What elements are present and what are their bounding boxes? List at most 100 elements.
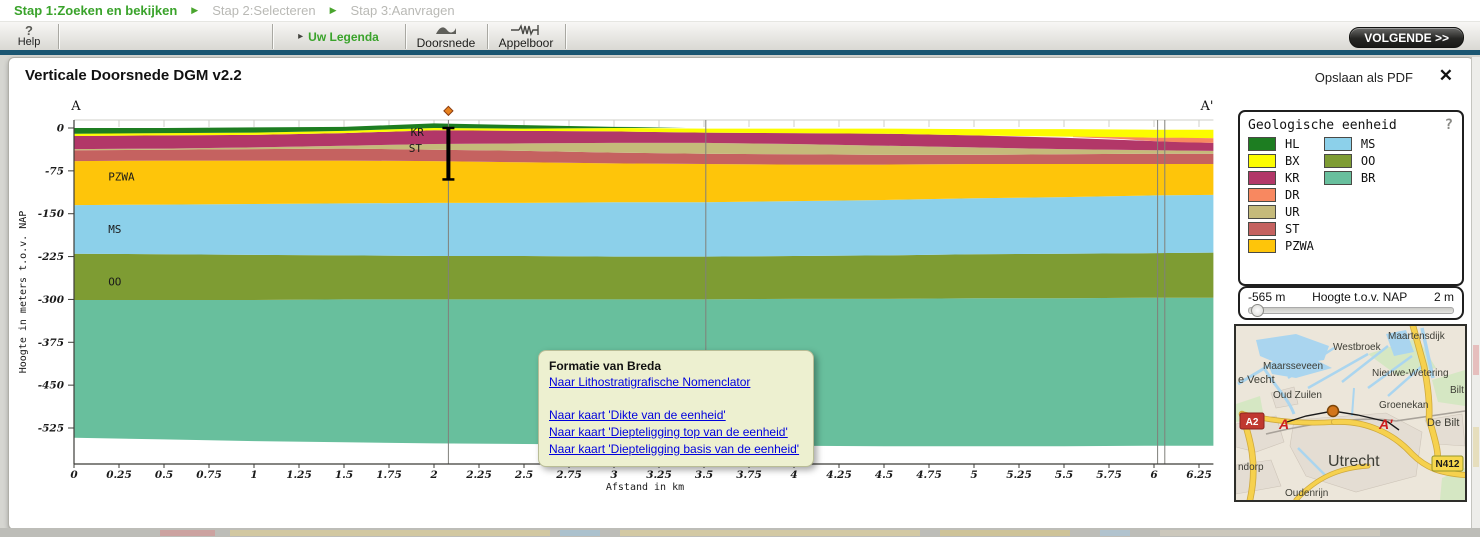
slider-min-label: -565 m <box>1248 290 1285 304</box>
svg-text:5.75: 5.75 <box>1096 469 1122 481</box>
svg-text:0: 0 <box>57 123 65 135</box>
svg-text:3: 3 <box>610 469 617 481</box>
location-minimap[interactable]: A2N412MaartensdijkWestbroekMaarsseveenNi… <box>1234 324 1467 502</box>
svg-text:-150: -150 <box>38 208 65 220</box>
tooltip-link[interactable]: Naar Lithostratigrafische Nomenclator <box>549 374 803 391</box>
svg-text:1.5: 1.5 <box>335 469 353 481</box>
svg-text:A2: A2 <box>1246 417 1259 428</box>
legend-panel: Geologische eenheid ? HLBXKRDRURSTPZWAMS… <box>1238 110 1464 286</box>
tooltip-link[interactable]: Naar kaart 'Diepteligging top van de een… <box>549 424 803 441</box>
borehole-diamond-icon[interactable] <box>444 106 453 115</box>
legend-code: OO <box>1361 154 1375 168</box>
svg-text:3.25: 3.25 <box>646 469 672 481</box>
road-badge-A2: A2 <box>1240 413 1264 429</box>
save-as-pdf-link[interactable]: Opslaan als PDF <box>1315 70 1413 85</box>
breadcrumb-step: Stap 1:Zoeken en bekijken <box>14 3 177 18</box>
legend-item-MS: MS <box>1324 137 1375 151</box>
svg-text:4.25: 4.25 <box>826 469 852 481</box>
svg-text:0.5: 0.5 <box>155 469 173 481</box>
uw-legenda-label: Uw Legenda <box>308 30 379 44</box>
svg-text:2: 2 <box>429 469 437 481</box>
doorsnede-label: Doorsnede <box>417 36 476 50</box>
legend-item-ST: ST <box>1248 222 1314 236</box>
depth-slider-track[interactable] <box>1248 307 1454 314</box>
legend-item-PZWA: PZWA <box>1248 239 1314 253</box>
tooltip-link[interactable]: Naar kaart 'Diepteligging basis van de e… <box>549 441 803 458</box>
uw-legenda-button[interactable]: ▸ Uw Legenda <box>272 22 405 51</box>
svg-text:A: A <box>70 99 81 114</box>
svg-text:3.75: 3.75 <box>736 469 762 481</box>
svg-text:3.5: 3.5 <box>695 469 713 481</box>
svg-text:5: 5 <box>970 469 977 481</box>
volgende-button[interactable]: VOLGENDE >> <box>1349 27 1464 48</box>
layer-OO[interactable] <box>74 253 1213 300</box>
section-endpoint-marker: A <box>1278 416 1289 432</box>
background-map-sliver <box>0 528 1480 537</box>
legend-code: KR <box>1285 171 1299 185</box>
svg-text:2.5: 2.5 <box>514 469 533 481</box>
triangle-right-icon: ▸ <box>298 31 303 42</box>
svg-text:-225: -225 <box>38 251 64 263</box>
breadcrumb: Stap 1:Zoeken en bekijken ▶ Stap 2:Selecte… <box>0 0 1480 21</box>
section-position-dot[interactable] <box>1328 406 1339 417</box>
cross-section-panel: Verticale Doorsnede DGM v2.2 Opslaan als… <box>8 57 1474 530</box>
svg-text:1.75: 1.75 <box>376 469 402 481</box>
svg-text:MS: MS <box>108 223 121 236</box>
breadcrumb-step[interactable]: Stap 3:Aanvragen <box>350 3 454 18</box>
svg-text:Oudenrijn: Oudenrijn <box>1285 488 1328 499</box>
breadcrumb-step[interactable]: Stap 2:Selecteren <box>212 3 315 18</box>
svg-text:PZWA: PZWA <box>108 171 135 184</box>
svg-text:-75: -75 <box>45 165 64 177</box>
tooltip-link[interactable]: Naar kaart 'Dikte van de eenheid' <box>549 407 803 424</box>
svg-text:6.25: 6.25 <box>1186 469 1212 481</box>
svg-text:1: 1 <box>250 469 257 481</box>
breadcrumb-arrow-icon: ▶ <box>191 5 198 16</box>
legend-swatch <box>1248 205 1276 219</box>
legend-help-icon[interactable]: ? <box>1445 117 1453 133</box>
svg-text:Hoogte in meters t.o.v. NAP: Hoogte in meters t.o.v. NAP <box>18 211 29 374</box>
formation-tooltip: Formatie van Breda Naar Lithostratigrafi… <box>538 350 814 467</box>
help-button[interactable]: ? Help <box>0 22 58 51</box>
legend-item-BX: BX <box>1248 154 1314 168</box>
legend-code: ST <box>1285 222 1299 236</box>
doorsnede-tool-button[interactable]: Doorsnede <box>405 22 487 51</box>
legend-swatch <box>1324 171 1352 185</box>
svg-text:Nieuwe-Wetering: Nieuwe-Wetering <box>1372 368 1449 379</box>
legend-item-KR: KR <box>1248 171 1314 185</box>
svg-text:Maartensdijk: Maartensdijk <box>1388 331 1446 342</box>
svg-text:2.75: 2.75 <box>555 469 582 481</box>
toolbar-divider <box>0 50 1480 55</box>
svg-text:2.25: 2.25 <box>465 469 492 481</box>
svg-text:6: 6 <box>1150 469 1158 481</box>
depth-slider-knob[interactable] <box>1251 304 1264 317</box>
appelboor-tool-button[interactable]: Appelboor <box>487 22 565 51</box>
svg-text:0.75: 0.75 <box>196 469 222 481</box>
legend-code: HL <box>1285 137 1299 151</box>
svg-text:N412: N412 <box>1436 459 1460 470</box>
svg-text:5.25: 5.25 <box>1006 469 1032 481</box>
svg-text:1.25: 1.25 <box>286 469 312 481</box>
legend-code: UR <box>1285 205 1299 219</box>
svg-text:ST: ST <box>409 142 423 155</box>
legend-swatch <box>1324 154 1352 168</box>
road-badge-N412: N412 <box>1432 456 1463 471</box>
cross-section-icon <box>434 24 458 36</box>
depth-slider-panel: -565 m Hoogte t.o.v. NAP 2 m <box>1238 286 1464 320</box>
scrollbar-area[interactable] <box>1471 57 1480 528</box>
svg-text:5.5: 5.5 <box>1055 469 1073 481</box>
close-icon[interactable]: ✕ <box>1439 66 1453 86</box>
legend-code: BR <box>1361 171 1375 185</box>
breadcrumb-arrow-icon: ▶ <box>330 5 337 16</box>
section-endpoint-marker: A' <box>1378 416 1393 432</box>
svg-text:KR: KR <box>411 126 425 139</box>
legend-swatch <box>1248 188 1276 202</box>
layer-MS[interactable] <box>74 195 1213 257</box>
svg-text:Utrecht: Utrecht <box>1328 453 1380 470</box>
svg-text:Maarsseveen: Maarsseveen <box>1263 361 1323 372</box>
svg-text:0.25: 0.25 <box>106 469 132 481</box>
legend-code: MS <box>1361 137 1375 151</box>
svg-text:Groenekan: Groenekan <box>1379 400 1428 411</box>
svg-text:Oud Zuilen: Oud Zuilen <box>1273 390 1322 401</box>
application-window: Stap 1:Zoeken en bekijken ▶ Stap 2:Selecte… <box>0 0 1480 537</box>
help-label: Help <box>18 36 41 48</box>
